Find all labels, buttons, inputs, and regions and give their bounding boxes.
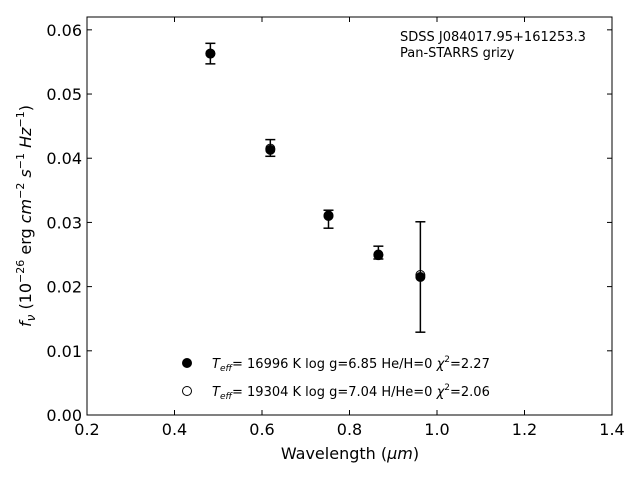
- legend: Teff= 16996 K log g=6.85 He/H=0 χ2=2.27 …: [182, 355, 490, 402]
- plot-layer: [205, 42, 426, 333]
- x-tick-label: 0.8: [337, 420, 362, 439]
- y-axis-label: fν (10−26 erg cm−2 s−1 Hz−1): [14, 105, 38, 327]
- x-tick-label: 0.6: [249, 420, 274, 439]
- x-axis-label: Wavelength (μm): [281, 444, 419, 463]
- y-tick-label: 0.02: [46, 278, 82, 297]
- legend-marker-open: [182, 386, 192, 396]
- x-axis-unit: μm: [386, 444, 413, 463]
- model-point-filled: [415, 271, 426, 282]
- model-point-open: [415, 270, 426, 281]
- x-tick-label: 0.4: [162, 420, 187, 439]
- y-tick-label: 0.06: [46, 21, 82, 40]
- legend-marker-filled: [182, 358, 192, 368]
- axes-layer: 0.2 0.4 0.6 0.8 1.0 1.2 1.4 0.00 0.01 0.02 0.03 0.0…: [46, 16, 625, 439]
- x-axis-label-text: Wavelength: [281, 444, 376, 463]
- y-tick-label: 0.03: [46, 213, 82, 232]
- x-tick-label: 0.2: [74, 420, 99, 439]
- y-tick-label: 0.05: [46, 85, 82, 104]
- annotation-survey: Pan-STARRS grizy: [400, 46, 515, 61]
- model-point-open: [323, 210, 334, 221]
- legend-entry-2: Teff= 19304 K log g=7.04 H/He=0 χ2=2.06: [212, 383, 490, 402]
- x-tick-label: 1.2: [512, 420, 537, 439]
- x-tick-label: 1.4: [599, 420, 624, 439]
- model-point-open: [205, 48, 216, 59]
- y-tick-label: 0.01: [46, 342, 82, 361]
- legend-entry-1: Teff= 16996 K log g=6.85 He/H=0 χ2=2.27: [212, 355, 490, 374]
- annotation-object-name: SDSS J084017.95+161253.3: [400, 30, 586, 45]
- x-tick-label: 1.0: [424, 420, 449, 439]
- model-point-open: [373, 249, 384, 260]
- y-tick-label: 0.00: [46, 406, 82, 425]
- plot-frame: [86, 16, 613, 416]
- model-point-open: [265, 143, 276, 154]
- y-tick-label: 0.04: [46, 149, 82, 168]
